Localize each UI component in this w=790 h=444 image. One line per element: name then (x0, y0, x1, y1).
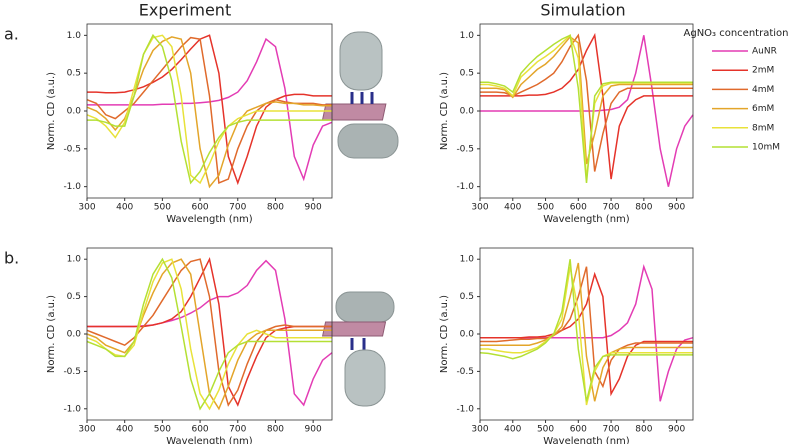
x-tick-label: 500 (537, 425, 554, 435)
line-series (480, 33, 693, 172)
y-tick-label: -0.5 (456, 144, 474, 154)
line-series (480, 266, 693, 389)
y-tick-label: 0.5 (67, 69, 81, 79)
schematic-top (321, 31, 399, 159)
x-axis-title: Wavelength (nm) (543, 436, 629, 444)
line-series (86, 34, 332, 185)
plot-frame (479, 23, 694, 199)
line-series (86, 36, 332, 184)
line-series (87, 256, 332, 407)
line-series (87, 259, 333, 407)
legend-label: 4mM (752, 85, 774, 95)
x-tick-label: 400 (116, 425, 133, 435)
line-series (86, 258, 332, 411)
legend-label: 10mM (752, 143, 780, 153)
legend-label: AuNR (752, 47, 777, 57)
y-tick-label: -1.0 (456, 404, 474, 414)
legend-label: 2mM (752, 66, 774, 76)
schematic-bottom (321, 291, 395, 407)
line-series (480, 262, 693, 402)
x-tick-label: 800 (267, 425, 284, 435)
x-tick-label: 400 (504, 425, 521, 435)
x-tick-label: 700 (602, 203, 619, 213)
line-series (86, 257, 332, 411)
line-series (87, 33, 332, 185)
x-tick-label: 600 (191, 203, 208, 213)
y-tick-label: -0.5 (456, 367, 474, 377)
plot-frame (86, 247, 333, 421)
x-tick-label: 700 (229, 425, 246, 435)
legend-label: 6mM (752, 104, 774, 114)
y-axis-title: Norm. CD (a.u.) (439, 72, 450, 150)
y-tick-label: 1.0 (460, 255, 475, 265)
x-axis-title: Wavelength (nm) (166, 436, 252, 444)
y-tick-label: 0.5 (460, 292, 474, 302)
x-tick-label: 500 (154, 425, 171, 435)
line-series (480, 264, 694, 402)
y-tick-label: 0.0 (67, 330, 82, 340)
line-series (86, 258, 332, 407)
line-series (86, 258, 332, 411)
legend-title: AgNO₃ concentration (684, 28, 789, 39)
x-tick-label: 600 (570, 203, 587, 213)
y-axis-title: Norm. CD (a.u.) (46, 72, 57, 150)
panel-label: b. (4, 249, 19, 268)
line-series (480, 34, 693, 183)
y-axis-title: Norm. CD (a.u.) (46, 295, 57, 373)
x-tick-label: 700 (602, 425, 619, 435)
y-tick-label: 0.0 (460, 330, 475, 340)
panel-title: Simulation (540, 1, 625, 20)
x-tick-label: 900 (305, 203, 322, 213)
x-tick-label: 900 (305, 425, 322, 435)
x-tick-label: 400 (116, 203, 133, 213)
plot-frame (479, 247, 694, 421)
panel-title: Experiment (139, 1, 231, 20)
line-series (480, 266, 693, 406)
x-tick-label: 300 (78, 203, 95, 213)
x-tick-label: 500 (537, 203, 554, 213)
y-tick-label: 1.0 (67, 31, 82, 41)
y-tick-label: -1.0 (456, 182, 474, 192)
x-axis-title: Wavelength (nm) (166, 214, 252, 225)
y-tick-label: 1.0 (460, 31, 475, 41)
line-series (480, 35, 694, 187)
line-series (480, 35, 693, 165)
x-tick-label: 300 (78, 425, 95, 435)
y-axis-title: Norm. CD (a.u.) (439, 295, 450, 373)
x-tick-label: 300 (471, 203, 488, 213)
x-tick-label: 600 (570, 425, 587, 435)
line-series (480, 32, 693, 180)
x-tick-label: 400 (504, 203, 521, 213)
x-tick-label: 900 (668, 203, 685, 213)
y-tick-label: -1.0 (63, 404, 81, 414)
x-tick-label: 800 (267, 203, 284, 213)
x-tick-label: 900 (668, 425, 685, 435)
x-tick-label: 300 (471, 425, 488, 435)
y-tick-label: 0.5 (460, 69, 474, 79)
plot-frame (86, 23, 333, 199)
panel-label: a. (4, 25, 19, 44)
y-tick-label: -0.5 (63, 144, 81, 154)
line-series (480, 271, 693, 397)
x-tick-label: 700 (229, 203, 246, 213)
line-series (479, 259, 693, 402)
y-tick-label: 0.0 (460, 107, 475, 117)
x-tick-label: 800 (635, 203, 652, 213)
line-series (87, 34, 332, 186)
y-tick-label: -0.5 (63, 367, 81, 377)
y-tick-label: -1.0 (63, 182, 81, 192)
x-tick-label: 600 (191, 425, 208, 435)
x-axis-title: Wavelength (nm) (543, 214, 629, 225)
line-series (87, 37, 333, 182)
x-tick-label: 500 (154, 203, 171, 213)
y-tick-label: 1.0 (67, 255, 82, 265)
legend-label: 8mM (752, 123, 774, 133)
y-tick-label: 0.5 (67, 292, 81, 302)
y-tick-label: 0.0 (67, 107, 82, 117)
x-tick-label: 800 (635, 425, 652, 435)
